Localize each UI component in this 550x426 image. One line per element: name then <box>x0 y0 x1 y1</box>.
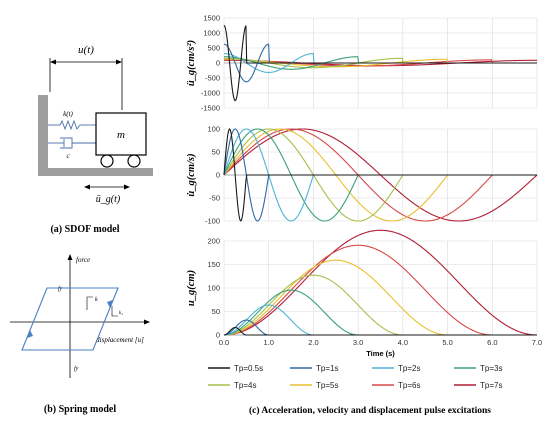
y-tick-label: 150 <box>207 260 220 269</box>
series-line-tp6s <box>223 128 537 222</box>
y-tick-label: -50 <box>209 194 220 203</box>
hysteresis-loop <box>21 287 119 351</box>
series-line-tp3s <box>223 289 537 336</box>
spring-model-diagram: force displacement [u] fy fy k k₂ (b) Sp… <box>10 254 150 415</box>
k2-triangle <box>111 306 118 317</box>
y-tick-label: -1000 <box>201 89 220 98</box>
wheel-right <box>127 154 141 168</box>
series-line-tp2s <box>223 304 537 336</box>
y-tick-label: 500 <box>207 44 220 53</box>
legend-label: Tp=2s <box>398 364 420 373</box>
series-line-tp0.5s <box>223 24 537 102</box>
loop-arrow-icon <box>27 330 33 338</box>
y-tick-label: 50 <box>212 148 220 157</box>
series-line-tp6s <box>223 244 537 336</box>
fy-bottom-label: fy <box>74 365 79 372</box>
caption-c: (c) Acceleration, velocity and displacem… <box>249 405 491 416</box>
legend-label: Tp=7s <box>480 381 502 390</box>
force-axis-arrowhead <box>67 254 73 260</box>
x-axis-label: Time (s) <box>366 349 395 358</box>
wall <box>38 95 48 175</box>
x-tick-label: 4.0 <box>398 338 408 347</box>
legend-label: Tp=6s <box>398 381 420 390</box>
series-line-tp1s <box>223 319 537 336</box>
caption-a: (a) SDOF model <box>50 224 119 235</box>
chart-panel-2: -100 -50 0 50 100 u̇_g(cm/s) <box>186 125 538 226</box>
floor <box>38 168 153 176</box>
legend-label: Tp=0.5s <box>234 364 263 373</box>
x-tick-label: 6.0 <box>487 338 497 347</box>
x-tick-label: 7.0 <box>532 338 542 347</box>
spring-icon <box>59 119 81 131</box>
u-arrowhead-left <box>50 59 56 65</box>
chart-legend: Tp=0.5s Tp=1s Tp=2s Tp=3s Tp=4s Tp=5s Tp=6s Tp=… <box>208 364 502 390</box>
legend-label: Tp=4s <box>234 381 256 390</box>
x-tick-label: 3.0 <box>353 338 363 347</box>
disp-label: displacement [u] <box>96 336 144 344</box>
sdof-model-diagram: u(t) k(t) c m ü_g(t) (a) SDOF model <box>38 44 153 235</box>
x-tick-label: 5.0 <box>442 338 452 347</box>
x-tick-label: 0.0 <box>219 338 229 347</box>
y-tick-label: 200 <box>207 237 220 246</box>
force-label: force <box>76 256 90 264</box>
series-line-tp5s <box>223 259 537 336</box>
u-arrowhead-right <box>116 59 122 65</box>
legend-label: Tp=3s <box>480 364 502 373</box>
series-line-tp6s <box>224 59 537 67</box>
y-tick-label: -100 <box>205 217 220 226</box>
wheel-left <box>100 154 114 168</box>
mass-block <box>95 112 147 156</box>
loop-arrow-icon-2 <box>107 300 113 308</box>
x-tick-label: 1.0 <box>263 338 273 347</box>
legend-label: Tp=1s <box>316 364 338 373</box>
y-tick-label: 100 <box>207 284 220 293</box>
series-line-tp7s <box>223 229 538 336</box>
y-tick-label: 50 <box>212 307 220 316</box>
y-tick-label: 1500 <box>203 14 220 23</box>
k-label: k(t) <box>63 110 73 118</box>
ug-label: ü_g(t) <box>96 194 121 205</box>
pulse-charts: -1500-1000-500050010001500ü_g(cm/s²)-100… <box>186 14 542 359</box>
y-tick-label: 1000 <box>203 29 220 38</box>
legend-label: Tp=5s <box>316 381 338 390</box>
ug-arrowhead-left <box>84 184 90 190</box>
m-label: m <box>117 129 125 141</box>
y-axis-label: u̇_g(cm/s) <box>186 153 197 196</box>
series-line-tp0.5s <box>223 326 537 336</box>
chart-panel-3: 0 50 100 150 200 u_g(cm) 0.0 1.0 2.0 3.0 4.0 5.0 6.0… <box>186 229 542 358</box>
x-tick-label: 2.0 <box>308 338 318 347</box>
k-label-spring: k <box>95 297 98 303</box>
y-axis-label: u_g(cm) <box>186 270 197 306</box>
y-axis-label: ü_g(cm/s²) <box>186 40 197 86</box>
y-tick-label: 100 <box>207 125 220 134</box>
y-tick-label: -1500 <box>201 104 220 113</box>
disp-axis-arrowhead <box>144 319 150 325</box>
u-label: u(t) <box>78 44 94 56</box>
y-tick-label: -500 <box>205 74 220 83</box>
series-line-tp0.5s <box>223 128 537 222</box>
caption-b: (b) Spring model <box>44 404 116 415</box>
k-triangle <box>86 296 93 310</box>
k2-label: k₂ <box>119 311 123 316</box>
y-tick-label: 0 <box>216 59 220 68</box>
c-label: c <box>66 152 70 160</box>
chart-panel-1: -1500 -1000 -500 0 500 1000 1500 ü_g(cm/s²) <box>186 14 538 113</box>
y-tick-label: 0 <box>216 331 220 340</box>
ug-arrowhead-right <box>124 184 130 190</box>
y-tick-label: 0 <box>216 171 220 180</box>
